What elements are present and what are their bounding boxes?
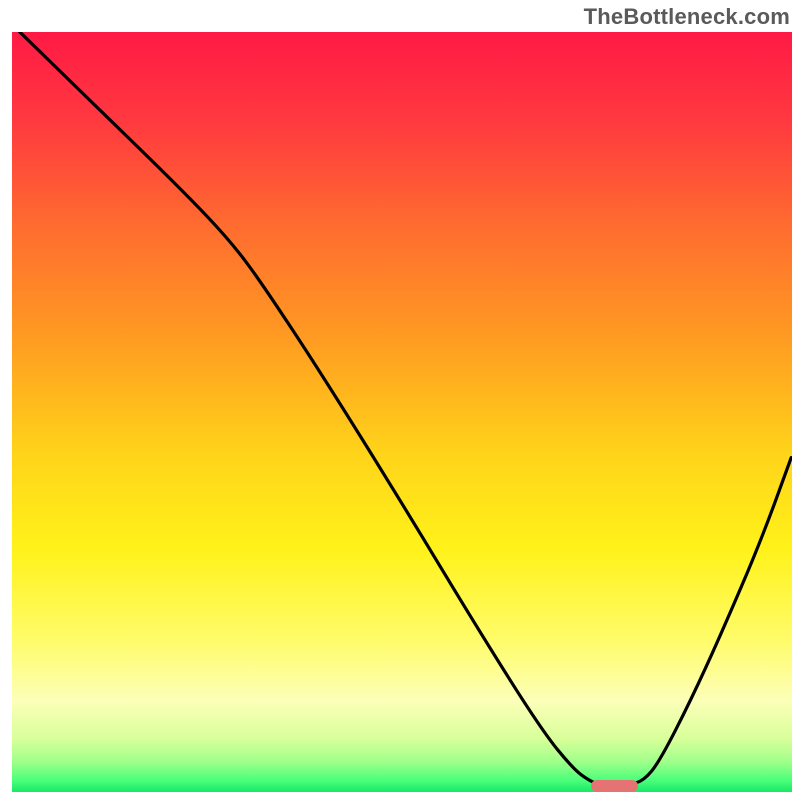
watermark-label: TheBottleneck.com — [584, 4, 790, 30]
optimum-marker — [591, 780, 638, 792]
bottleneck-chart: TheBottleneck.com — [0, 0, 800, 800]
bottleneck-curve — [12, 32, 792, 792]
